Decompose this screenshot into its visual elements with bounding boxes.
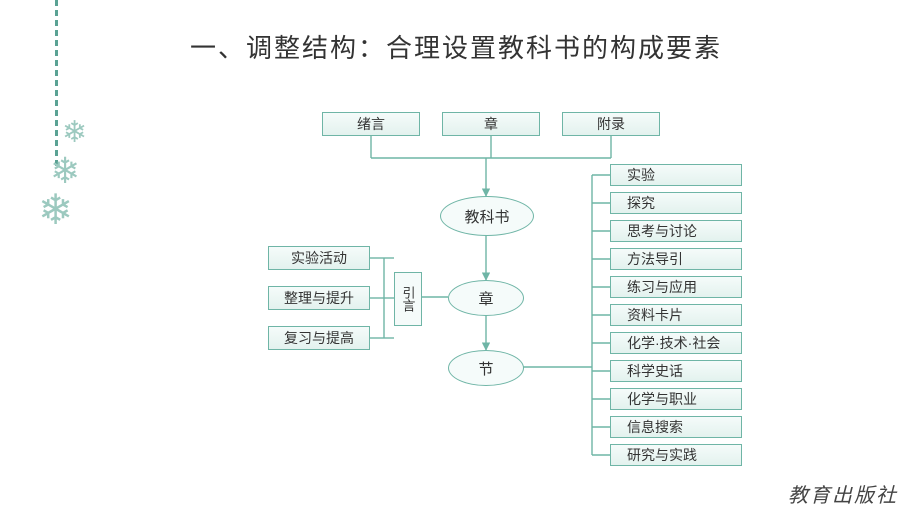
right-box-0: 实验 [610,164,742,186]
left-box-0: 实验活动 [268,246,370,270]
right-box-6: 化学·技术·社会 [610,332,742,354]
connector-lines [0,0,920,518]
right-box-2: 思考与讨论 [610,220,742,242]
snowflake-icon: ❄ [38,185,73,234]
right-box-3: 方法导引 [610,248,742,270]
right-box-5: 资料卡片 [610,304,742,326]
snowflake-icon: ❄ [62,115,87,150]
watermark: 教育出版社 [788,479,898,508]
intro-box: 引言 [394,272,422,326]
right-box-10: 研究与实践 [610,444,742,466]
page-title: 一、调整结构：合理设置教科书的构成要素 [190,28,722,65]
oval-0: 教科书 [440,196,534,236]
left-box-1: 整理与提升 [268,286,370,310]
top-box-0: 绪言 [322,112,420,136]
oval-1: 章 [448,280,524,316]
top-box-2: 附录 [562,112,660,136]
right-box-7: 科学史话 [610,360,742,382]
oval-2: 节 [448,350,524,386]
decorative-line [55,0,58,170]
right-box-1: 探究 [610,192,742,214]
left-box-2: 复习与提高 [268,326,370,350]
right-box-8: 化学与职业 [610,388,742,410]
right-box-4: 练习与应用 [610,276,742,298]
right-box-9: 信息搜索 [610,416,742,438]
top-box-1: 章 [442,112,540,136]
